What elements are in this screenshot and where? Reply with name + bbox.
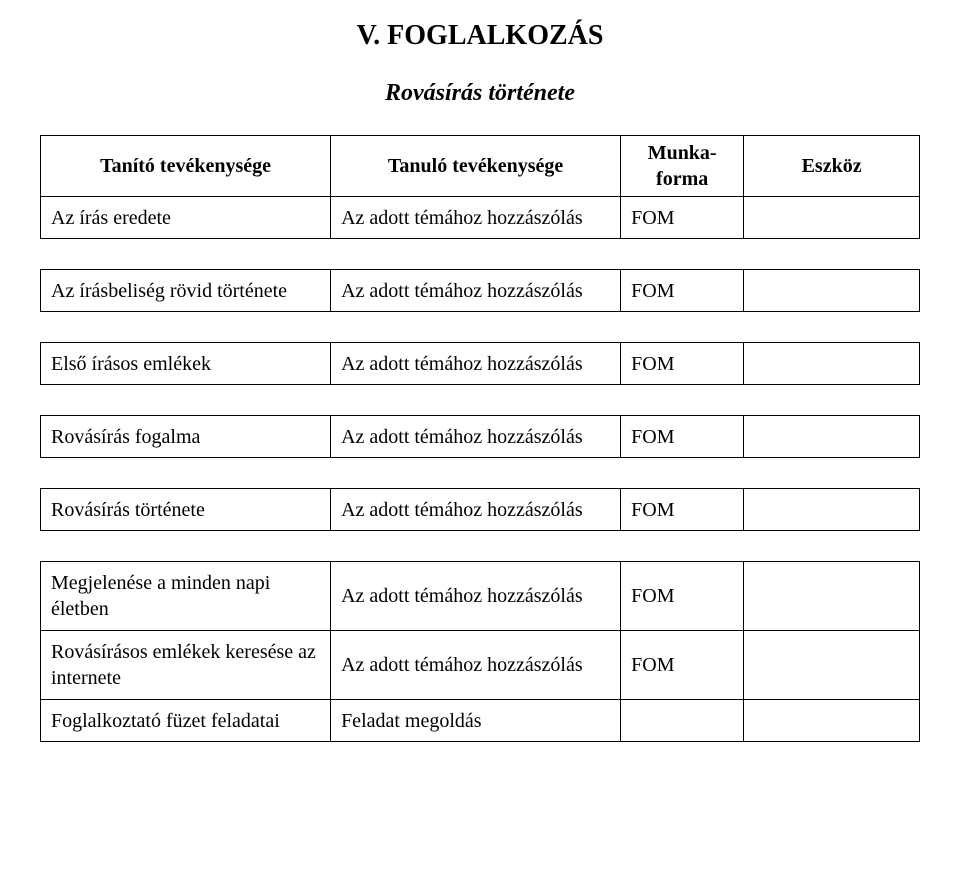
cell-col1: Rovásírás története xyxy=(41,489,331,531)
cell-col3: FOM xyxy=(621,343,744,385)
cell-col4 xyxy=(744,700,920,742)
table-row: Az írásbeliség rövid történeteAz adott t… xyxy=(41,270,920,312)
cell-col2: Az adott témához hozzászólás xyxy=(331,489,621,531)
cell-col4 xyxy=(744,416,920,458)
cell-col3: FOM xyxy=(621,631,744,700)
cell-col2: Az adott témához hozzászólás xyxy=(331,562,621,631)
spacer-cell xyxy=(331,458,621,489)
spacer-row xyxy=(41,385,920,416)
spacer-cell xyxy=(331,312,621,343)
spacer-cell xyxy=(621,239,744,270)
cell-col1: Rovásírás fogalma xyxy=(41,416,331,458)
cell-col2: Az adott témához hozzászólás xyxy=(331,631,621,700)
cell-col1: Megjelenése a minden napi életben xyxy=(41,562,331,631)
spacer-cell xyxy=(621,531,744,562)
table-row: Rovásírás történeteAz adott témához hozz… xyxy=(41,489,920,531)
spacer-row xyxy=(41,531,920,562)
header-col1: Tanító tevékenysége xyxy=(41,136,331,197)
cell-col4 xyxy=(744,270,920,312)
spacer-cell xyxy=(621,458,744,489)
cell-col3: FOM xyxy=(621,197,744,239)
cell-col4 xyxy=(744,197,920,239)
spacer-cell xyxy=(744,239,920,270)
spacer-cell xyxy=(331,385,621,416)
spacer-row xyxy=(41,239,920,270)
document-page: { "title": "V. FOGLALKOZÁS", "subtitle":… xyxy=(0,0,960,881)
spacer-cell xyxy=(621,312,744,343)
cell-col1: Foglalkoztató füzet feladatai xyxy=(41,700,331,742)
table-row: Rovásírás fogalmaAz adott témához hozzás… xyxy=(41,416,920,458)
spacer-cell xyxy=(744,458,920,489)
table-row: Rovásírásos emlékek keresése az internet… xyxy=(41,631,920,700)
cell-col3: FOM xyxy=(621,270,744,312)
cell-col2: Feladat megoldás xyxy=(331,700,621,742)
spacer-cell xyxy=(41,531,331,562)
spacer-cell xyxy=(41,312,331,343)
table-row: Megjelenése a minden napi életbenAz adot… xyxy=(41,562,920,631)
cell-col3: FOM xyxy=(621,562,744,631)
cell-col4 xyxy=(744,562,920,631)
table-row: Az írás eredeteAz adott témához hozzászó… xyxy=(41,197,920,239)
cell-col2: Az adott témához hozzászólás xyxy=(331,270,621,312)
page-subtitle: Rovásírás története xyxy=(40,80,920,107)
cell-col4 xyxy=(744,631,920,700)
spacer-cell xyxy=(744,385,920,416)
cell-col2: Az adott témához hozzászólás xyxy=(331,197,621,239)
cell-col1: Első írásos emlékek xyxy=(41,343,331,385)
lesson-table: Tanító tevékenységeTanuló tevékenységeMu… xyxy=(40,135,920,742)
cell-col2: Az adott témához hozzászólás xyxy=(331,416,621,458)
cell-col4 xyxy=(744,489,920,531)
header-col3: Munka-forma xyxy=(621,136,744,197)
spacer-cell xyxy=(744,312,920,343)
header-col2: Tanuló tevékenysége xyxy=(331,136,621,197)
table-row: Első írásos emlékekAz adott témához hozz… xyxy=(41,343,920,385)
cell-col3: FOM xyxy=(621,416,744,458)
page-title: V. FOGLALKOZÁS xyxy=(40,20,920,52)
cell-col3: FOM xyxy=(621,489,744,531)
cell-col2: Az adott témához hozzászólás xyxy=(331,343,621,385)
table-row: Foglalkoztató füzet feladataiFeladat meg… xyxy=(41,700,920,742)
spacer-cell xyxy=(41,239,331,270)
spacer-cell xyxy=(331,531,621,562)
spacer-cell xyxy=(41,458,331,489)
cell-col3 xyxy=(621,700,744,742)
table-header-row: Tanító tevékenységeTanuló tevékenységeMu… xyxy=(41,136,920,197)
spacer-row xyxy=(41,458,920,489)
cell-col1: Rovásírásos emlékek keresése az internet… xyxy=(41,631,331,700)
spacer-row xyxy=(41,312,920,343)
header-col4: Eszköz xyxy=(744,136,920,197)
cell-col1: Az írásbeliség rövid története xyxy=(41,270,331,312)
spacer-cell xyxy=(331,239,621,270)
spacer-cell xyxy=(41,385,331,416)
cell-col4 xyxy=(744,343,920,385)
cell-col1: Az írás eredete xyxy=(41,197,331,239)
spacer-cell xyxy=(621,385,744,416)
spacer-cell xyxy=(744,531,920,562)
